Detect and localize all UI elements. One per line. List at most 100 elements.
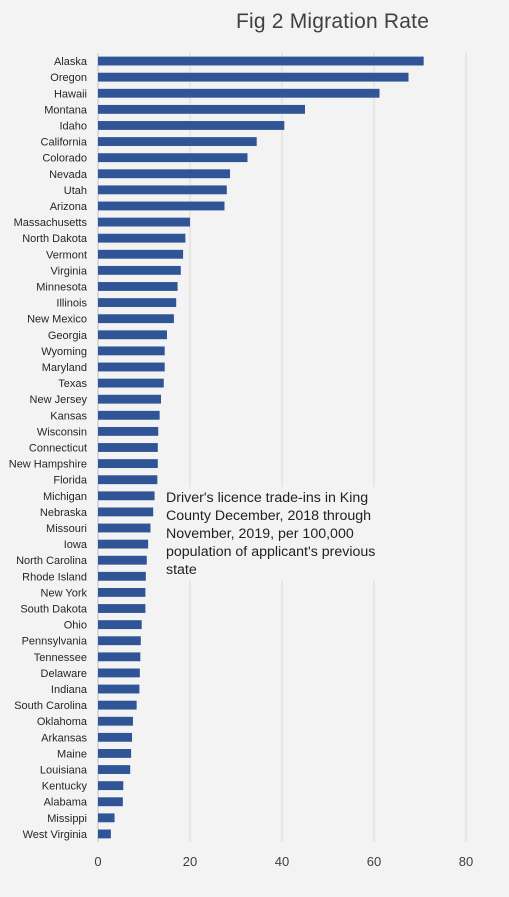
category-label: Kentucky bbox=[42, 781, 88, 793]
category-label: North Carolina bbox=[16, 555, 88, 567]
category-label: West Virginia bbox=[23, 829, 88, 841]
bar bbox=[98, 56, 424, 66]
bar bbox=[98, 555, 147, 565]
category-label: South Dakota bbox=[20, 604, 88, 616]
category-label: Rhode Island bbox=[22, 571, 87, 583]
x-tick-label: 20 bbox=[183, 854, 197, 869]
bar bbox=[98, 346, 165, 356]
category-label: Alaska bbox=[54, 56, 88, 68]
x-tick-label: 60 bbox=[367, 854, 381, 869]
bar bbox=[98, 88, 380, 98]
category-label: Idaho bbox=[59, 120, 87, 132]
category-label: Arizona bbox=[50, 201, 88, 213]
category-label: North Dakota bbox=[22, 233, 88, 245]
bar bbox=[98, 668, 140, 678]
category-label: Maine bbox=[57, 748, 87, 760]
bars bbox=[98, 56, 424, 839]
bar bbox=[98, 700, 137, 710]
category-label: Alabama bbox=[44, 797, 88, 809]
bar bbox=[98, 765, 131, 774]
bar bbox=[98, 797, 123, 807]
category-label: Tennessee bbox=[34, 652, 87, 664]
category-label: Hawaii bbox=[54, 88, 87, 100]
category-label: Pennsylvania bbox=[22, 636, 88, 648]
bar bbox=[98, 813, 115, 823]
bar bbox=[98, 491, 155, 501]
category-label: New Mexico bbox=[27, 314, 87, 326]
category-label: New Hampshire bbox=[9, 459, 87, 471]
category-label: Illinois bbox=[56, 298, 87, 310]
chart-title: Fig 2 Migration Rate bbox=[236, 10, 430, 33]
x-tick-label: 80 bbox=[459, 854, 473, 869]
bar bbox=[98, 539, 149, 549]
bar bbox=[98, 72, 409, 82]
bar bbox=[98, 233, 186, 243]
category-label: California bbox=[41, 137, 88, 149]
bar bbox=[98, 523, 151, 533]
bar bbox=[98, 507, 154, 517]
bar bbox=[98, 104, 305, 114]
category-label: Ohio bbox=[64, 620, 87, 632]
bar bbox=[98, 410, 160, 420]
category-label: Wyoming bbox=[41, 346, 87, 358]
bar bbox=[98, 684, 140, 694]
category-label: Montana bbox=[44, 104, 88, 116]
bar bbox=[98, 282, 178, 291]
category-label: Nebraska bbox=[40, 507, 88, 519]
bar bbox=[98, 749, 132, 758]
category-label: Oregon bbox=[50, 72, 87, 84]
category-label: Texas bbox=[58, 378, 87, 390]
bar bbox=[98, 137, 257, 146]
bar bbox=[98, 153, 248, 163]
category-label: Iowa bbox=[64, 539, 88, 551]
category-label: New Jersey bbox=[30, 394, 88, 406]
bar bbox=[98, 185, 227, 195]
category-label: Minnesota bbox=[36, 281, 88, 293]
category-label: Kansas bbox=[50, 410, 87, 422]
bar bbox=[98, 781, 124, 791]
bar bbox=[98, 587, 146, 597]
category-label: Michigan bbox=[43, 491, 87, 503]
category-label: Florida bbox=[53, 475, 88, 487]
category-label: Connecticut bbox=[29, 443, 87, 455]
bar bbox=[98, 426, 159, 436]
category-label: Louisiana bbox=[40, 765, 88, 777]
category-label: Virginia bbox=[51, 265, 88, 277]
category-label: Wisconsin bbox=[37, 426, 87, 438]
category-label: South Carolina bbox=[14, 700, 88, 712]
bar bbox=[98, 169, 231, 179]
category-label: Indiana bbox=[51, 684, 88, 696]
bar bbox=[98, 636, 141, 646]
bar bbox=[98, 378, 164, 388]
category-label: Missippi bbox=[47, 813, 87, 825]
bar bbox=[98, 121, 285, 130]
bar bbox=[98, 652, 141, 662]
bar bbox=[98, 716, 133, 726]
bar bbox=[98, 330, 167, 340]
x-tick-label: 40 bbox=[275, 854, 289, 869]
bar bbox=[98, 201, 225, 211]
bar bbox=[98, 362, 165, 372]
category-label: Utah bbox=[64, 185, 87, 197]
category-label: Arkansas bbox=[41, 732, 87, 744]
category-labels: Alaska Oregon Hawaii Montana Idaho California… bbox=[9, 56, 88, 841]
bar bbox=[98, 459, 158, 469]
x-tick-label: 0 bbox=[94, 854, 101, 869]
bar bbox=[98, 829, 111, 839]
bar bbox=[98, 217, 190, 227]
x-tick-labels: 0 20 40 60 80 bbox=[94, 854, 473, 869]
bar bbox=[98, 443, 158, 452]
category-label: Georgia bbox=[48, 330, 88, 342]
bar bbox=[98, 732, 133, 742]
bar bbox=[98, 265, 181, 275]
category-label: Delaware bbox=[41, 668, 87, 680]
bar bbox=[98, 249, 184, 259]
category-label: Oklahoma bbox=[37, 716, 88, 728]
category-label: Maryland bbox=[42, 362, 87, 374]
bar bbox=[98, 604, 146, 613]
bar bbox=[98, 314, 174, 324]
category-label: New York bbox=[41, 587, 88, 599]
category-label: Nevada bbox=[49, 169, 88, 181]
bar bbox=[98, 394, 162, 404]
bar bbox=[98, 298, 177, 308]
